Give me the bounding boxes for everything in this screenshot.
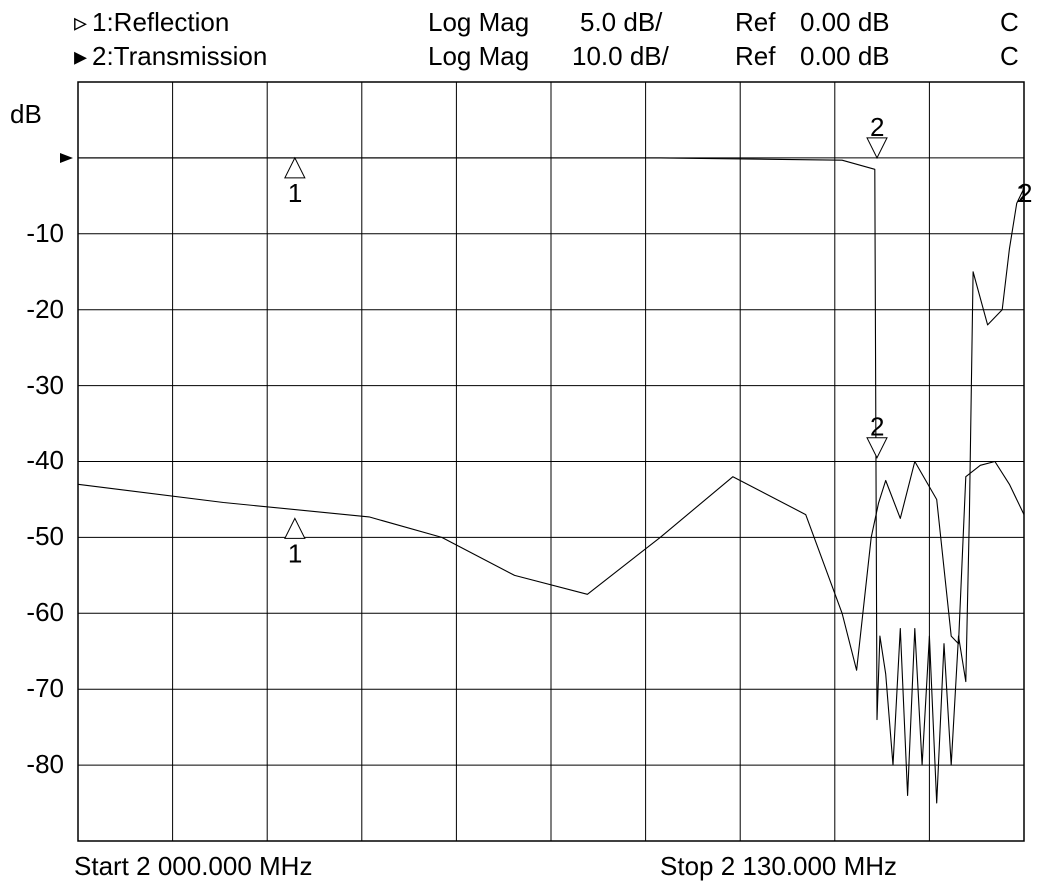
y-tick-label: -30	[26, 370, 64, 400]
y-tick-label: -60	[26, 597, 64, 627]
channel-2-format: Log Mag	[428, 41, 530, 71]
y-tick-label: -50	[26, 521, 64, 551]
end-marker-label: 2	[1018, 178, 1032, 208]
reference-level-marker	[60, 153, 73, 163]
y-axis-label: dB	[10, 99, 42, 129]
y-tick-label: -70	[26, 673, 64, 703]
marker-triangle	[866, 437, 888, 459]
marker-label: 2	[870, 412, 884, 442]
channel-2-ref-label: Ref	[735, 41, 776, 71]
channel-2-flag: C	[1000, 41, 1019, 71]
channel-1-symbol: ▹	[74, 7, 88, 37]
trace-2	[78, 157, 1025, 804]
end-marker-label: 1	[1016, 178, 1030, 208]
grid	[78, 82, 1024, 841]
plot-frame	[77, 81, 1025, 842]
y-tick-label: -40	[26, 445, 64, 475]
marker-label: 2	[870, 112, 884, 142]
channel-1-ref-label: Ref	[735, 7, 776, 37]
channel-1-label: 1:Reflection	[92, 7, 230, 37]
traces	[77, 157, 1025, 804]
channel-1-ref-value: 0.00 dB	[800, 7, 890, 37]
marker-triangle	[866, 137, 888, 160]
channel-2-symbol: ▸	[74, 41, 88, 71]
channel-2-ref-value: 0.00 dB	[800, 41, 890, 71]
y-tick-label: -80	[26, 749, 64, 779]
channel-1-flag: C	[1000, 7, 1019, 37]
marker-triangle	[284, 517, 306, 539]
marker-triangle	[284, 156, 306, 179]
trace-1	[77, 460, 1025, 671]
y-tick-label: -10	[26, 218, 64, 248]
start-frequency: Start 2 000.000 MHz	[74, 851, 313, 881]
channel-2-label: 2:Transmission	[92, 41, 268, 71]
y-tick-label: -20	[26, 294, 64, 324]
marker-label: 1	[288, 538, 302, 568]
channel-1-scale: 5.0 dB/	[580, 7, 663, 37]
stop-frequency: Stop 2 130.000 MHz	[660, 851, 898, 881]
channel-1-format: Log Mag	[428, 7, 530, 37]
marker-label: 1	[288, 178, 302, 208]
channel-2-scale: 10.0 dB/	[572, 41, 669, 71]
